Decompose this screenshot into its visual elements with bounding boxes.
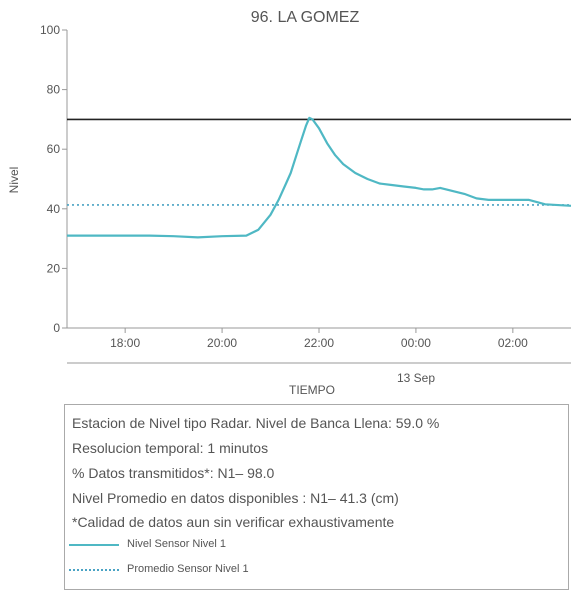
y-tick-label: 20 bbox=[47, 261, 61, 275]
info-line-resolution: Resolucion temporal: 1 minutos bbox=[72, 440, 269, 456]
y-ticks: 0 20 40 60 80 100 bbox=[40, 23, 67, 335]
series-layer bbox=[67, 116, 571, 239]
series-line bbox=[67, 116, 571, 239]
chart-title: 96. LA GOMEZ bbox=[251, 9, 360, 26]
legend-swatch-solid bbox=[69, 544, 119, 546]
x-tick-label: 20:00 bbox=[207, 336, 237, 350]
info-line-station: Estacion de Nivel tipo Radar. Nivel de B… bbox=[72, 415, 440, 431]
info-line-average: Nivel Promedio en datos disponibles : N1… bbox=[72, 490, 399, 506]
x-axis-label: TIEMPO bbox=[289, 383, 335, 397]
x-ticks: 18:00 20:00 22:00 00:00 02:00 bbox=[110, 328, 528, 350]
legend-label: Promedio Sensor Nivel 1 bbox=[127, 563, 249, 575]
info-box: Estacion de Nivel tipo Radar. Nivel de B… bbox=[64, 404, 569, 590]
y-tick-label: 60 bbox=[47, 142, 61, 156]
legend-swatch-dotted bbox=[69, 569, 119, 571]
info-line-quality: *Calidad de datos aun sin verificar exha… bbox=[72, 514, 395, 530]
y-tick-label: 80 bbox=[47, 83, 61, 97]
x-tick-label: 00:00 bbox=[401, 336, 431, 350]
legend-label: Nivel Sensor Nivel 1 bbox=[127, 538, 227, 550]
info-line-transmitted: % Datos transmitidos*: N1– 98.0 bbox=[72, 465, 275, 481]
y-tick-label: 0 bbox=[53, 321, 60, 335]
x-tick-label: 18:00 bbox=[110, 336, 140, 350]
date-label: 13 Sep bbox=[397, 371, 435, 385]
y-axis-label: Nivel bbox=[7, 167, 21, 194]
chart: 96. LA GOMEZ Nivel TIEMPO 0 20 40 60 80 100 1… bbox=[7, 9, 571, 397]
y-tick-label: 40 bbox=[47, 202, 61, 216]
x-tick-label: 22:00 bbox=[304, 336, 334, 350]
x-tick-label: 02:00 bbox=[498, 336, 528, 350]
y-tick-label: 100 bbox=[40, 23, 60, 37]
reference-lines bbox=[67, 118, 571, 206]
